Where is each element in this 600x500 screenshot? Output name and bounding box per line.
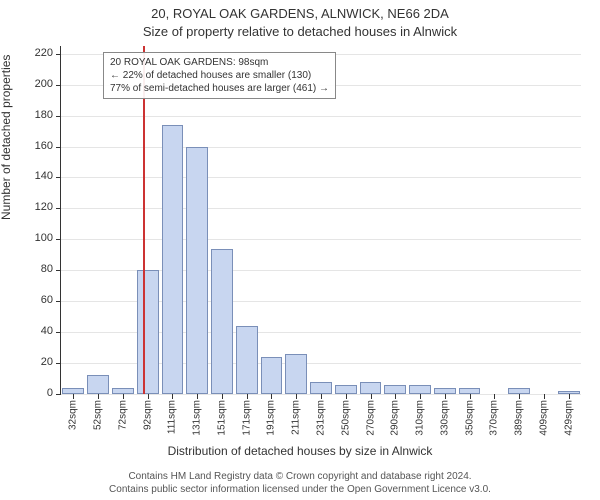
footer-line-1: Contains HM Land Registry data © Crown c…	[0, 471, 600, 484]
y-tick-label: 60	[41, 294, 53, 306]
x-tick-label: 330sqm	[439, 400, 450, 436]
y-axis-label: Number of detached properties	[0, 55, 13, 220]
annotation-line: ← 22% of detached houses are smaller (13…	[110, 69, 329, 82]
y-tick-label: 100	[35, 232, 53, 244]
gridline	[61, 208, 581, 209]
histogram-bar	[285, 354, 307, 394]
x-tick-label: 409sqm	[538, 400, 549, 436]
gridline	[61, 239, 581, 240]
histogram-bar	[137, 270, 159, 394]
histogram-plot: 02040608010012014016018020022032sqm52sqm…	[60, 46, 581, 395]
y-tick-label: 80	[41, 263, 53, 275]
page-title-address: 20, ROYAL OAK GARDENS, ALNWICK, NE66 2DA	[0, 6, 600, 21]
histogram-bar	[310, 382, 332, 394]
x-tick-label: 270sqm	[365, 400, 376, 436]
histogram-bar	[186, 147, 208, 394]
y-tick-label: 20	[41, 356, 53, 368]
histogram-bar	[236, 326, 258, 394]
x-tick-label: 131sqm	[192, 400, 203, 436]
y-tick-label: 40	[41, 325, 53, 337]
y-tick-label: 180	[35, 109, 53, 121]
x-tick-label: 350sqm	[464, 400, 475, 436]
x-tick-label: 52sqm	[93, 400, 104, 430]
x-tick-label: 231sqm	[316, 400, 327, 436]
y-tick-label: 140	[35, 170, 53, 182]
annotation-box: 20 ROYAL OAK GARDENS: 98sqm← 22% of deta…	[103, 52, 336, 99]
page-title-subtitle: Size of property relative to detached ho…	[0, 24, 600, 39]
histogram-bar	[360, 382, 382, 394]
histogram-bar	[409, 385, 431, 394]
x-tick-label: 389sqm	[514, 400, 525, 436]
y-tick-label: 200	[35, 78, 53, 90]
x-tick-label: 310sqm	[415, 400, 426, 436]
x-tick-label: 211sqm	[291, 400, 302, 435]
x-tick-label: 72sqm	[117, 400, 128, 430]
attribution-footer: Contains HM Land Registry data © Crown c…	[0, 471, 600, 496]
x-tick-label: 290sqm	[390, 400, 401, 436]
y-tick-label: 0	[47, 387, 53, 399]
x-tick-label: 32sqm	[68, 400, 79, 430]
histogram-bar	[87, 375, 109, 394]
x-tick-label: 370sqm	[489, 400, 500, 436]
annotation-line: 20 ROYAL OAK GARDENS: 98sqm	[110, 56, 329, 69]
gridline	[61, 177, 581, 178]
y-tick-label: 120	[35, 201, 53, 213]
footer-line-2: Contains public sector information licen…	[0, 484, 600, 497]
gridline	[61, 116, 581, 117]
x-tick-label: 111sqm	[167, 400, 178, 434]
x-tick-label: 250sqm	[340, 400, 351, 436]
histogram-bar	[335, 385, 357, 394]
y-tick-label: 220	[35, 47, 53, 59]
histogram-bar	[162, 125, 184, 394]
histogram-bar	[384, 385, 406, 394]
gridline	[61, 147, 581, 148]
x-tick-label: 171sqm	[241, 400, 252, 436]
x-tick-label: 92sqm	[142, 400, 153, 430]
x-axis-label: Distribution of detached houses by size …	[0, 444, 600, 458]
annotation-line: 77% of semi-detached houses are larger (…	[110, 82, 329, 95]
x-tick-label: 151sqm	[216, 400, 227, 436]
x-tick-label: 191sqm	[266, 400, 277, 436]
x-tick-label: 429sqm	[563, 400, 574, 436]
histogram-bar	[261, 357, 283, 394]
histogram-bar	[211, 249, 233, 394]
y-tick-label: 160	[35, 140, 53, 152]
